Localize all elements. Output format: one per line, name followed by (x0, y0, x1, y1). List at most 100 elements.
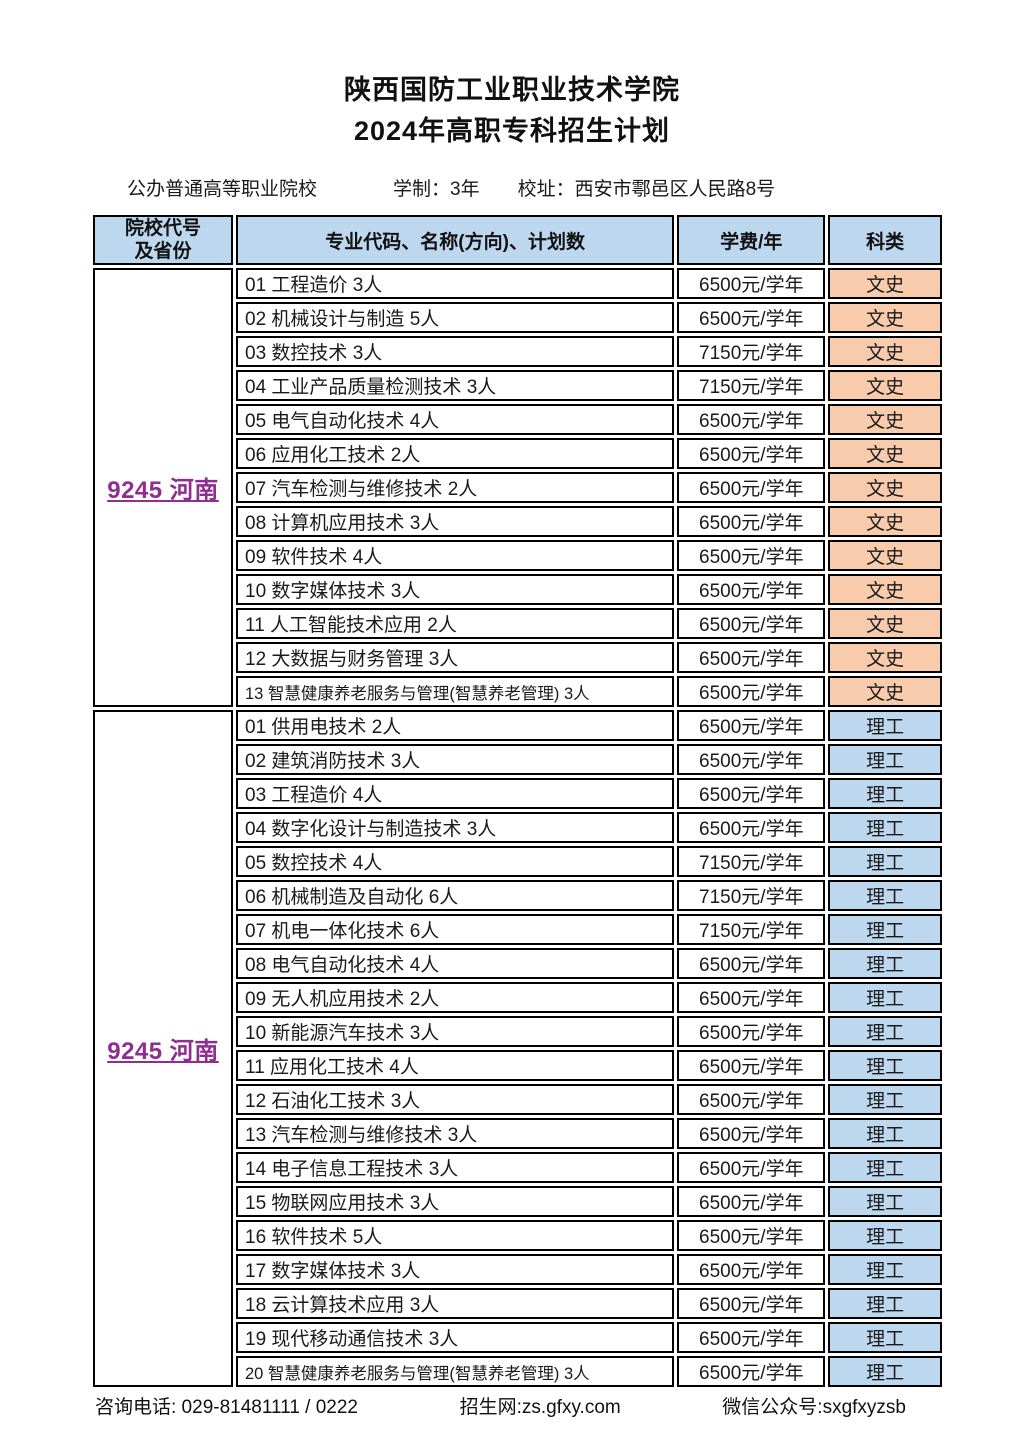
table-row: 08 电气自动化技术 4人 6500元/学年 理工 (93, 948, 942, 979)
major-cell: 02 建筑消防技术 3人 (236, 744, 675, 775)
college-code-cell: 9245 河南 (93, 268, 233, 707)
table-row: 03 工程造价 4人 6500元/学年 理工 (93, 778, 942, 809)
table-row: 05 电气自动化技术 4人 6500元/学年 文史 (93, 404, 942, 435)
major-cell: 17 数字媒体技术 3人 (236, 1254, 675, 1285)
major-cell: 01 工程造价 3人 (236, 268, 675, 299)
fee-cell: 6500元/学年 (677, 1084, 826, 1115)
category-cell: 理工 (828, 1186, 942, 1217)
footer: 咨询电话: 029-81481111 / 0222 招生网:zs.gfxy.co… (95, 1392, 906, 1419)
table-row: 12 大数据与财务管理 3人 6500元/学年 文史 (93, 642, 942, 673)
fee-cell: 6500元/学年 (677, 1254, 826, 1285)
table-row: 18 云计算技术应用 3人 6500元/学年 理工 (93, 1288, 942, 1319)
category-cell: 理工 (828, 1254, 942, 1285)
major-cell: 07 汽车检测与维修技术 2人 (236, 472, 675, 503)
table-row: 02 机械设计与制造 5人 6500元/学年 文史 (93, 302, 942, 333)
school-type: 公办普通高等职业院校 (127, 179, 318, 200)
major-cell: 04 工业产品质量检测技术 3人 (236, 370, 675, 401)
category-cell: 文史 (828, 574, 942, 605)
major-cell: 02 机械设计与制造 5人 (236, 302, 675, 333)
table-row: 19 现代移动通信技术 3人 6500元/学年 理工 (93, 1322, 942, 1353)
table-row: 11 人工智能技术应用 2人 6500元/学年 文史 (93, 608, 942, 639)
fee-cell: 6500元/学年 (677, 1288, 826, 1319)
fee-cell: 6500元/学年 (677, 1186, 826, 1217)
fee-cell: 7150元/学年 (677, 914, 826, 945)
major-cell: 18 云计算技术应用 3人 (236, 1288, 675, 1319)
major-cell: 07 机电一体化技术 6人 (236, 914, 675, 945)
category-cell: 理工 (828, 914, 942, 945)
table-row: 04 数字化设计与制造技术 3人 6500元/学年 理工 (93, 812, 942, 843)
table-row: 06 应用化工技术 2人 6500元/学年 文史 (93, 438, 942, 469)
table-row: 02 建筑消防技术 3人 6500元/学年 理工 (93, 744, 942, 775)
category-cell: 理工 (828, 1152, 942, 1183)
table-row: 9245 河南 01 工程造价 3人 6500元/学年 文史 (93, 268, 942, 707)
category-cell: 文史 (828, 268, 942, 299)
study-duration: 学制：3年 (393, 179, 480, 200)
category-cell: 理工 (828, 1050, 942, 1081)
table-row: 07 汽车检测与维修技术 2人 6500元/学年 文史 (93, 472, 942, 503)
fee-cell: 6500元/学年 (677, 1016, 826, 1047)
fee-cell: 6500元/学年 (677, 438, 826, 469)
major-cell: 09 无人机应用技术 2人 (236, 982, 675, 1013)
category-cell: 文史 (828, 438, 942, 469)
category-cell: 理工 (828, 1322, 942, 1353)
table-row: 04 工业产品质量检测技术 3人 7150元/学年 文史 (93, 370, 942, 401)
table-row: 13 智慧健康养老服务与管理(智慧养老管理) 3人 6500元/学年 文史 (93, 676, 942, 707)
table-header-row: 院校代号 及省份 专业代码、名称(方向)、计划数 学费/年 科类 (93, 215, 942, 265)
category-cell: 理工 (828, 846, 942, 877)
header-major: 专业代码、名称(方向)、计划数 (236, 215, 675, 265)
fee-cell: 6500元/学年 (677, 404, 826, 435)
fee-cell: 6500元/学年 (677, 574, 826, 605)
category-cell: 理工 (828, 948, 942, 979)
admissions-website: 招生网:zs.gfxy.com (459, 1397, 621, 1418)
contact-phone: 咨询电话: 029-81481111 / 0222 (95, 1397, 358, 1418)
college-code-cell: 9245 河南 (93, 710, 233, 1387)
table-row: 17 数字媒体技术 3人 6500元/学年 理工 (93, 1254, 942, 1285)
category-cell: 理工 (828, 710, 942, 741)
category-cell: 理工 (828, 778, 942, 809)
major-cell: 10 数字媒体技术 3人 (236, 574, 675, 605)
major-cell: 10 新能源汽车技术 3人 (236, 1016, 675, 1047)
category-cell: 理工 (828, 1016, 942, 1047)
category-cell: 文史 (828, 506, 942, 537)
table-row: 10 新能源汽车技术 3人 6500元/学年 理工 (93, 1016, 942, 1047)
fee-cell: 6500元/学年 (677, 642, 826, 673)
major-cell: 19 现代移动通信技术 3人 (236, 1322, 675, 1353)
major-cell: 09 软件技术 4人 (236, 540, 675, 571)
header-fee: 学费/年 (677, 215, 826, 265)
table-row: 06 机械制造及自动化 6人 7150元/学年 理工 (93, 880, 942, 911)
major-cell: 11 应用化工技术 4人 (236, 1050, 675, 1081)
category-cell: 文史 (828, 370, 942, 401)
category-cell: 文史 (828, 642, 942, 673)
table-row: 15 物联网应用技术 3人 6500元/学年 理工 (93, 1186, 942, 1217)
major-cell: 11 人工智能技术应用 2人 (236, 608, 675, 639)
fee-cell: 6500元/学年 (677, 744, 826, 775)
table-row: 05 数控技术 4人 7150元/学年 理工 (93, 846, 942, 877)
school-address: 校址：西安市鄠邑区人民路8号 (517, 179, 776, 200)
major-cell: 03 工程造价 4人 (236, 778, 675, 809)
table-row: 10 数字媒体技术 3人 6500元/学年 文史 (93, 574, 942, 605)
table-row: 03 数控技术 3人 7150元/学年 文史 (93, 336, 942, 367)
major-cell: 05 数控技术 4人 (236, 846, 675, 877)
fee-cell: 6500元/学年 (677, 472, 826, 503)
major-cell: 16 软件技术 5人 (236, 1220, 675, 1251)
table-row: 13 汽车检测与维修技术 3人 6500元/学年 理工 (93, 1118, 942, 1149)
major-cell: 01 供用电技术 2人 (236, 710, 675, 741)
header-college-code: 院校代号 及省份 (93, 215, 233, 265)
page-title: 陕西国防工业职业技术学院 (344, 75, 680, 105)
major-cell: 20 智慧健康养老服务与管理(智慧养老管理) 3人 (236, 1356, 675, 1387)
fee-cell: 7150元/学年 (677, 370, 826, 401)
fee-cell: 6500元/学年 (677, 1050, 826, 1081)
major-cell: 15 物联网应用技术 3人 (236, 1186, 675, 1217)
fee-cell: 7150元/学年 (677, 846, 826, 877)
major-cell: 12 石油化工技术 3人 (236, 1084, 675, 1115)
fee-cell: 6500元/学年 (677, 268, 826, 299)
header-category: 科类 (828, 215, 942, 265)
category-cell: 理工 (828, 1356, 942, 1387)
fee-cell: 6500元/学年 (677, 302, 826, 333)
college-code: 9245 河南 (107, 477, 219, 504)
fee-cell: 6500元/学年 (677, 948, 826, 979)
category-cell: 理工 (828, 744, 942, 775)
category-cell: 理工 (828, 1288, 942, 1319)
table-row: 07 机电一体化技术 6人 7150元/学年 理工 (93, 914, 942, 945)
